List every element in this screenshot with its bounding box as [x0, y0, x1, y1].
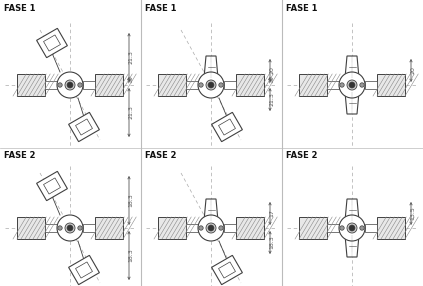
Polygon shape: [204, 56, 218, 78]
Polygon shape: [236, 74, 264, 96]
Polygon shape: [212, 112, 242, 142]
Polygon shape: [44, 178, 60, 194]
Text: 21.3: 21.3: [129, 51, 134, 64]
Circle shape: [78, 83, 82, 87]
Bar: [83, 81, 95, 89]
Polygon shape: [69, 112, 99, 142]
Polygon shape: [212, 255, 242, 285]
Text: 13.5: 13.5: [410, 206, 415, 221]
Polygon shape: [377, 217, 405, 239]
Text: FASE 1: FASE 1: [286, 4, 318, 13]
Bar: [186, 81, 198, 89]
Bar: [348, 78, 356, 85]
Circle shape: [339, 215, 365, 241]
Polygon shape: [95, 74, 123, 96]
Circle shape: [347, 80, 357, 90]
Circle shape: [360, 83, 364, 87]
Bar: [83, 224, 95, 232]
Text: 17: 17: [269, 210, 275, 217]
Bar: [186, 224, 198, 232]
Text: FASE 2: FASE 2: [286, 151, 318, 160]
Text: 18.3: 18.3: [129, 194, 134, 207]
Circle shape: [67, 82, 73, 88]
Circle shape: [349, 225, 355, 231]
Polygon shape: [76, 262, 93, 278]
Text: 10: 10: [269, 76, 275, 84]
Bar: [348, 85, 356, 92]
Text: FASE 1: FASE 1: [4, 4, 36, 13]
Polygon shape: [219, 262, 236, 278]
Text: 21.3: 21.3: [269, 93, 275, 106]
Bar: [224, 224, 236, 232]
Circle shape: [347, 223, 357, 233]
Polygon shape: [69, 255, 99, 285]
Circle shape: [340, 83, 344, 87]
Circle shape: [58, 83, 62, 87]
Polygon shape: [76, 119, 93, 135]
Bar: [327, 81, 339, 89]
Circle shape: [198, 215, 224, 241]
Polygon shape: [158, 74, 186, 96]
Text: FASE 1: FASE 1: [145, 4, 176, 13]
Polygon shape: [44, 35, 60, 51]
Circle shape: [208, 82, 214, 88]
Circle shape: [339, 72, 365, 98]
Circle shape: [198, 72, 224, 98]
Text: FASE 2: FASE 2: [145, 151, 176, 160]
Circle shape: [199, 83, 203, 87]
Bar: [365, 81, 377, 89]
Text: 18.3: 18.3: [129, 249, 134, 262]
Bar: [224, 81, 236, 89]
Bar: [327, 224, 339, 232]
Bar: [365, 224, 377, 232]
Circle shape: [219, 226, 223, 230]
Circle shape: [58, 226, 62, 230]
Polygon shape: [17, 74, 45, 96]
Polygon shape: [37, 171, 67, 201]
Polygon shape: [345, 92, 359, 114]
Text: 20: 20: [410, 67, 415, 74]
Polygon shape: [377, 74, 405, 96]
Circle shape: [349, 82, 355, 88]
Bar: [207, 78, 215, 85]
Text: 10: 10: [129, 76, 134, 84]
Circle shape: [199, 226, 203, 230]
Circle shape: [67, 225, 73, 231]
Bar: [207, 221, 215, 228]
Bar: [348, 228, 356, 235]
Polygon shape: [345, 199, 359, 221]
Polygon shape: [345, 235, 359, 257]
Text: 18.3: 18.3: [269, 236, 275, 249]
Polygon shape: [37, 28, 67, 58]
Circle shape: [206, 223, 216, 233]
Bar: [45, 81, 57, 89]
Polygon shape: [158, 217, 186, 239]
Circle shape: [360, 226, 364, 230]
Circle shape: [208, 225, 214, 231]
Circle shape: [206, 80, 216, 90]
Circle shape: [219, 83, 223, 87]
Circle shape: [78, 226, 82, 230]
Circle shape: [65, 223, 75, 233]
Bar: [348, 221, 356, 228]
Polygon shape: [299, 217, 327, 239]
Polygon shape: [345, 56, 359, 78]
Polygon shape: [17, 217, 45, 239]
Circle shape: [65, 80, 75, 90]
Polygon shape: [299, 74, 327, 96]
Text: 20: 20: [269, 67, 275, 74]
Polygon shape: [95, 217, 123, 239]
Circle shape: [57, 72, 83, 98]
Polygon shape: [204, 199, 218, 221]
Text: FASE 2: FASE 2: [4, 151, 36, 160]
Circle shape: [57, 215, 83, 241]
Text: 21.3: 21.3: [129, 106, 134, 120]
Polygon shape: [236, 217, 264, 239]
Bar: [45, 224, 57, 232]
Polygon shape: [219, 119, 236, 135]
Circle shape: [340, 226, 344, 230]
